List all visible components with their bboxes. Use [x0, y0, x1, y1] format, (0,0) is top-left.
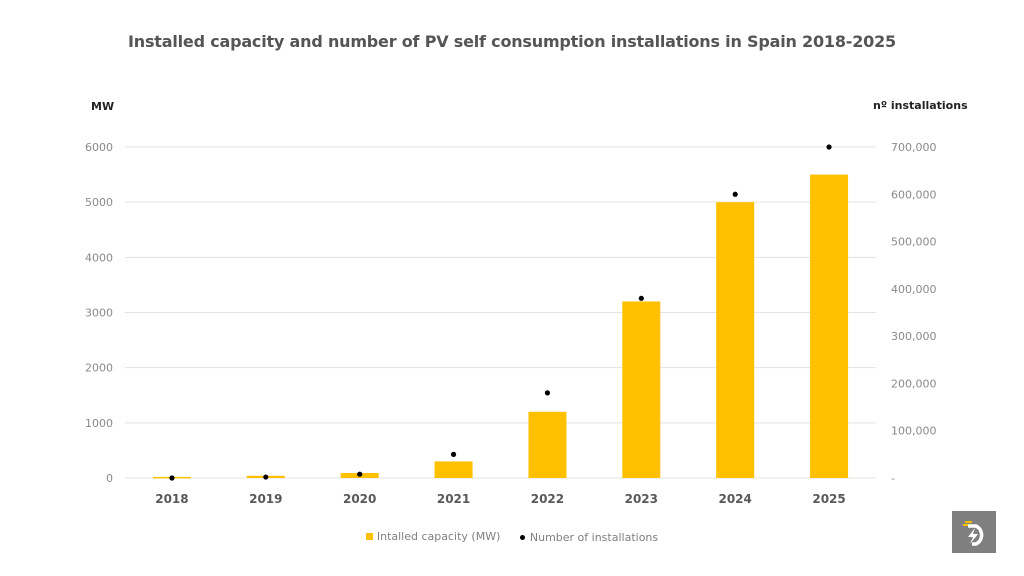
right-tick-label: -: [891, 472, 895, 485]
left-axis-label: MW: [91, 100, 115, 113]
x-tick-label: 2018: [155, 492, 188, 506]
dot: [732, 191, 738, 197]
bar: [528, 411, 567, 478]
x-tick-label: 2020: [343, 492, 376, 506]
right-tick-label: 400,000: [891, 283, 937, 296]
left-tick-label: 1000: [85, 417, 113, 430]
lightning-d-logo-icon: [963, 521, 984, 546]
right-tick-label: 200,000: [891, 377, 937, 390]
dot-series: [169, 144, 832, 481]
right-axis-label: nº installations: [873, 99, 968, 112]
x-tick-label: 2025: [812, 492, 845, 506]
dot: [169, 475, 175, 481]
right-tick-label: 600,000: [891, 188, 937, 201]
legend: Intalled capacity (MW) Number of install…: [0, 530, 1024, 544]
bar: [622, 301, 661, 478]
bar: [810, 174, 849, 479]
x-tick-label: 2019: [249, 492, 282, 506]
legend-label-capacity: Intalled capacity (MW): [376, 530, 501, 543]
left-tick-label: 3000: [85, 307, 113, 320]
x-tick-label: 2023: [625, 492, 658, 506]
dot: [450, 451, 457, 457]
legend-item-installations: Number of installations: [519, 531, 659, 544]
dot: [638, 295, 644, 301]
gridlines: [125, 146, 876, 479]
right-tick-label: 500,000: [891, 236, 937, 249]
x-axis-ticks: 2018 2019 2020 2021 2022 2023 2024 2025: [155, 492, 846, 506]
brand-logo: [952, 511, 996, 553]
dot: [544, 390, 551, 396]
left-tick-label: 6000: [85, 141, 113, 154]
chart-title: Installed capacity and number of PV self…: [128, 32, 896, 51]
bar: [716, 202, 755, 478]
left-tick-label: 2000: [85, 362, 113, 375]
x-tick-label: 2022: [531, 492, 564, 506]
bar-series: [152, 174, 849, 479]
right-tick-label: 700,000: [891, 141, 937, 154]
bar: [434, 461, 473, 478]
dot: [357, 471, 363, 477]
right-tick-label: 300,000: [891, 330, 937, 343]
right-tick-label: 100,000: [891, 425, 937, 438]
left-tick-label: 5000: [85, 196, 113, 209]
x-tick-label: 2021: [437, 492, 470, 506]
right-axis-ticks: - 100,000 200,000 300,000 400,000 500,000 600,…: [891, 141, 937, 485]
dot: [826, 144, 832, 150]
legend-dot-swatch: [519, 535, 525, 540]
legend-bar-swatch: [365, 533, 373, 540]
legend-item-capacity: Intalled capacity (MW): [365, 530, 501, 543]
x-tick-label: 2024: [718, 492, 751, 506]
legend-label-installations: Number of installations: [529, 531, 659, 544]
left-axis-ticks: 0 1000 2000 3000 4000 5000 6000: [85, 141, 113, 485]
left-tick-label: 0: [106, 472, 113, 485]
left-tick-label: 4000: [85, 251, 113, 264]
dot: [263, 474, 269, 480]
